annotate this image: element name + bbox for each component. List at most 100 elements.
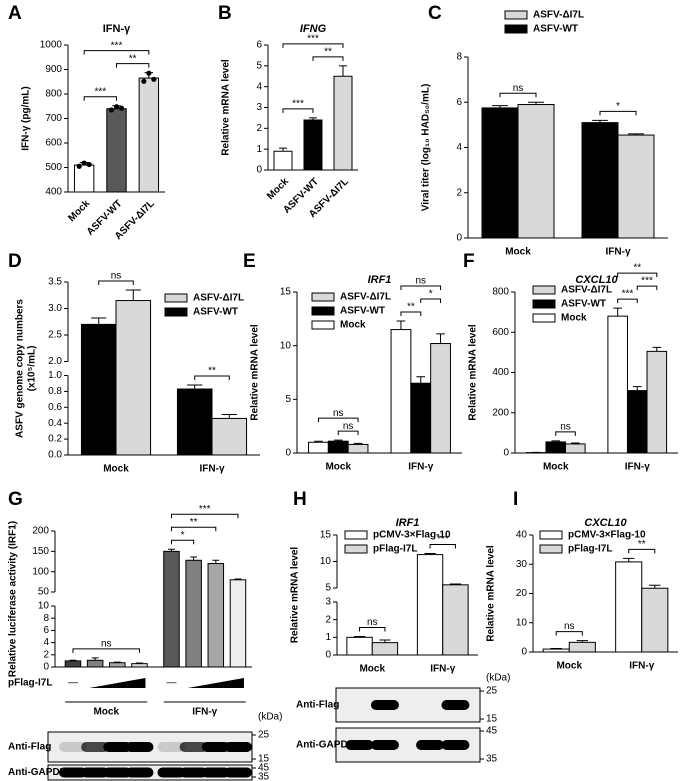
error-bar	[168, 548, 175, 552]
y-tick-label: 0	[503, 448, 509, 459]
significance-label: ns	[513, 83, 524, 94]
significance-label: *	[429, 289, 433, 300]
significance-label: ns	[560, 422, 571, 433]
y-axis-label: Viral titer (log₁₀ HAD₅₀/mL)	[421, 84, 432, 212]
bar	[430, 343, 451, 454]
y-tick-label: 20	[516, 588, 528, 599]
significance-bracket	[617, 272, 658, 278]
data-point	[113, 104, 120, 110]
y-tick-label: 0	[256, 165, 262, 176]
panel-letter: C	[428, 3, 442, 24]
y-tick-label: 400	[492, 367, 509, 378]
chart-title: IRF1	[396, 517, 420, 529]
blot-band	[201, 767, 230, 778]
significance-label: **	[633, 263, 641, 274]
significance-bracket	[499, 92, 537, 98]
blot-band	[223, 767, 252, 778]
chart-title: CXCL10	[584, 517, 627, 529]
marker-label: 45	[486, 726, 498, 737]
significance-bracket	[282, 43, 344, 48]
panel-letter: G	[8, 489, 23, 510]
significance-bracket	[400, 311, 422, 316]
blot-label: Anti-Flag	[296, 700, 339, 711]
x-tick-label: Mock	[543, 462, 569, 473]
significance-label: *	[181, 530, 185, 541]
bar	[303, 119, 323, 171]
significance-label: ***	[111, 40, 123, 51]
y-tick-label: 700	[45, 113, 62, 124]
y-tick-label: 2.5	[48, 330, 62, 341]
blot-band	[223, 742, 252, 752]
y-tick-label: 150	[32, 546, 49, 557]
y-tick-label: 1000	[40, 40, 63, 51]
data-point	[81, 160, 87, 166]
blot-unit: (kDa)	[486, 673, 510, 684]
error-bar	[492, 105, 508, 108]
blot-band	[58, 767, 87, 778]
bar	[176, 388, 213, 456]
legend-swatch	[532, 299, 556, 309]
data-point	[118, 105, 125, 111]
blot-band	[179, 742, 208, 752]
legend-swatch	[311, 320, 335, 330]
legend-label: Mock	[340, 320, 366, 331]
significance-bracket	[555, 631, 583, 636]
panel-letter: B	[218, 3, 232, 24]
bar	[416, 554, 444, 656]
y-tick-label: 0.2	[48, 434, 62, 445]
y-tick-label: 800	[492, 287, 509, 298]
bar	[442, 584, 469, 656]
significance-label: ***	[307, 33, 319, 44]
bar	[545, 441, 567, 454]
significance-label: **	[324, 46, 332, 57]
error-bar	[576, 640, 589, 643]
y-tick-label: 1.0	[48, 370, 62, 381]
x-tick-label: Mock	[359, 664, 385, 675]
group-label: Mock	[93, 707, 119, 718]
legend-label: ASFV-ΔI7L	[193, 293, 244, 304]
error-bar	[333, 439, 343, 442]
y-tick-label: 0.4	[48, 418, 62, 429]
blot-band	[201, 742, 230, 752]
y-tick-label: 6	[456, 97, 462, 108]
dose-triangle	[187, 678, 244, 688]
legend-label: ASFV-WT	[533, 24, 578, 35]
marker-label: 35	[486, 754, 498, 765]
bar	[207, 563, 225, 668]
significance-bracket	[317, 417, 359, 423]
significance-bracket	[98, 280, 134, 285]
data-point	[151, 76, 157, 82]
error-bar	[221, 413, 237, 419]
significance-bracket	[337, 430, 359, 436]
bar	[565, 443, 586, 454]
significance-label: **	[190, 517, 198, 528]
error-bar	[339, 65, 347, 77]
bar	[163, 550, 180, 668]
legend-label: ASFV-ΔI7L	[533, 10, 584, 21]
bar	[410, 382, 432, 454]
blot-band	[370, 740, 399, 750]
bar	[64, 660, 82, 668]
y-axis-label: (x10⁵/mL)	[27, 346, 38, 392]
x-tick-label: IFN-γ	[629, 661, 654, 672]
significance-bracket	[83, 96, 117, 101]
error-bar	[279, 147, 287, 152]
x-tick-label: Mock	[103, 464, 129, 475]
legend-label: ASFV-ΔI7L	[561, 285, 612, 296]
significance-label: ***	[437, 534, 449, 545]
bar	[138, 77, 160, 193]
bar	[646, 350, 668, 454]
error-bar	[353, 635, 366, 638]
significance-bracket	[282, 108, 314, 113]
legend-swatch	[344, 544, 368, 554]
bar	[371, 642, 399, 656]
significance-bracket	[170, 526, 217, 532]
error-bar	[528, 101, 544, 105]
significance-label: ***	[641, 276, 653, 287]
bar	[185, 559, 202, 668]
bar	[80, 323, 117, 456]
legend-label: pFlag-I7L	[373, 544, 417, 555]
bar	[131, 663, 148, 668]
significance-bracket	[636, 285, 658, 291]
legend-swatch	[539, 530, 563, 540]
